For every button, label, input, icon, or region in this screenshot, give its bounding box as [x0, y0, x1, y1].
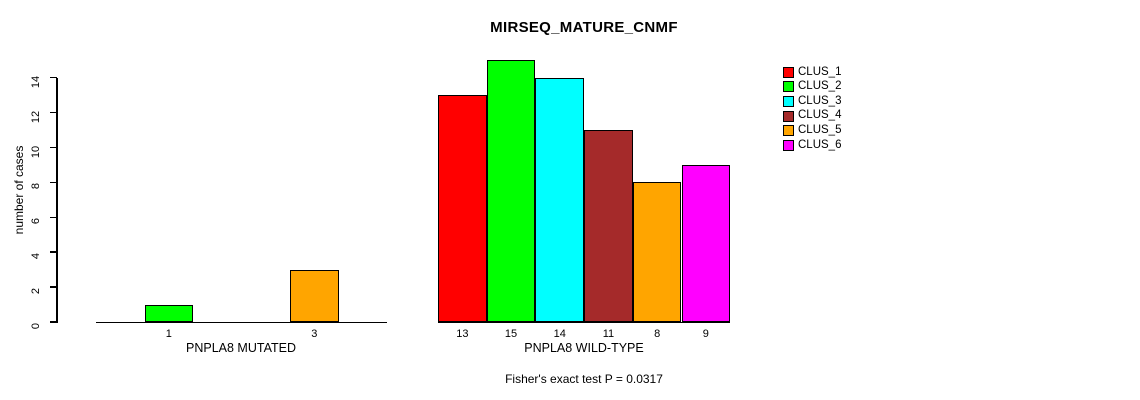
y-tick-label: 14 [30, 75, 42, 88]
bar-value-label: 1 [165, 328, 172, 340]
y-tick-label: 4 [30, 253, 42, 260]
y-tick-label: 12 [30, 110, 42, 123]
y-tick-mark [50, 286, 57, 288]
bar-CLUS_5 [290, 269, 339, 322]
legend-item-label: CLUS_2 [798, 80, 842, 93]
bar-CLUS_4 [584, 130, 633, 322]
chart-title: MIRSEQ_MATURE_CNMF [490, 19, 678, 36]
legend-item: CLUS_5 [783, 123, 841, 138]
legend-swatch [783, 66, 794, 78]
bar-CLUS_3 [535, 77, 585, 322]
y-tick-mark [50, 76, 57, 79]
legend-item: CLUS_2 [783, 80, 841, 95]
bar-CLUS_2 [486, 60, 536, 322]
bar-value-label: 9 [702, 328, 709, 340]
legend-swatch [783, 139, 794, 151]
legend-item: CLUS_3 [783, 94, 841, 109]
legend-swatch [783, 81, 794, 93]
x-axis-baseline [96, 321, 387, 323]
legend-item: CLUS_4 [783, 109, 841, 124]
legend-item-label: CLUS_1 [798, 65, 842, 78]
bar-CLUS_5 [632, 182, 682, 322]
bar-value-label: 8 [654, 328, 661, 340]
legend-item-label: CLUS_4 [798, 109, 842, 122]
x-axis-baseline [438, 321, 731, 323]
legend-swatch [783, 110, 794, 122]
y-tick-mark [50, 251, 57, 253]
y-tick-label: 0 [30, 322, 42, 330]
bar-value-label: 11 [602, 328, 615, 340]
bar-CLUS_6 [681, 164, 731, 322]
legend-item-label: CLUS_5 [798, 123, 842, 136]
y-tick-mark [50, 321, 57, 323]
y-tick-mark [50, 146, 57, 149]
legend-item-label: CLUS_3 [798, 94, 842, 107]
x-group-label-mutated: PNPLA8 MUTATED [186, 341, 296, 355]
legend-item: CLUS_6 [783, 138, 841, 153]
bar-CLUS_1 [438, 95, 487, 322]
legend-swatch [783, 95, 794, 107]
x-group-label-wildtype: PNPLA8 WILD-TYPE [524, 341, 644, 355]
bar-value-label: 15 [504, 328, 518, 340]
legend-item-label: CLUS_6 [798, 138, 842, 151]
y-tick-label: 8 [30, 183, 42, 190]
legend: CLUS_1 CLUS_2 CLUS_3 CLUS_4 CLUS_5 CLUS_6 [783, 65, 841, 153]
y-tick-label: 6 [30, 218, 42, 225]
y-axis-line [56, 77, 58, 323]
y-axis-title: number of cases [12, 145, 26, 235]
y-tick-label: 10 [30, 145, 42, 158]
bar-CLUS_2 [144, 304, 193, 322]
fisher-test-annotation: Fisher's exact test P = 0.0317 [505, 372, 663, 386]
legend-swatch [783, 125, 794, 137]
bar-value-label: 13 [456, 328, 469, 340]
legend-item: CLUS_1 [783, 65, 841, 80]
y-tick-mark [50, 181, 57, 184]
bar-value-label: 3 [311, 328, 318, 340]
y-tick-label: 2 [30, 288, 42, 295]
bar-value-label: 14 [553, 328, 566, 340]
y-tick-mark [50, 216, 57, 219]
y-tick-mark [50, 111, 57, 114]
